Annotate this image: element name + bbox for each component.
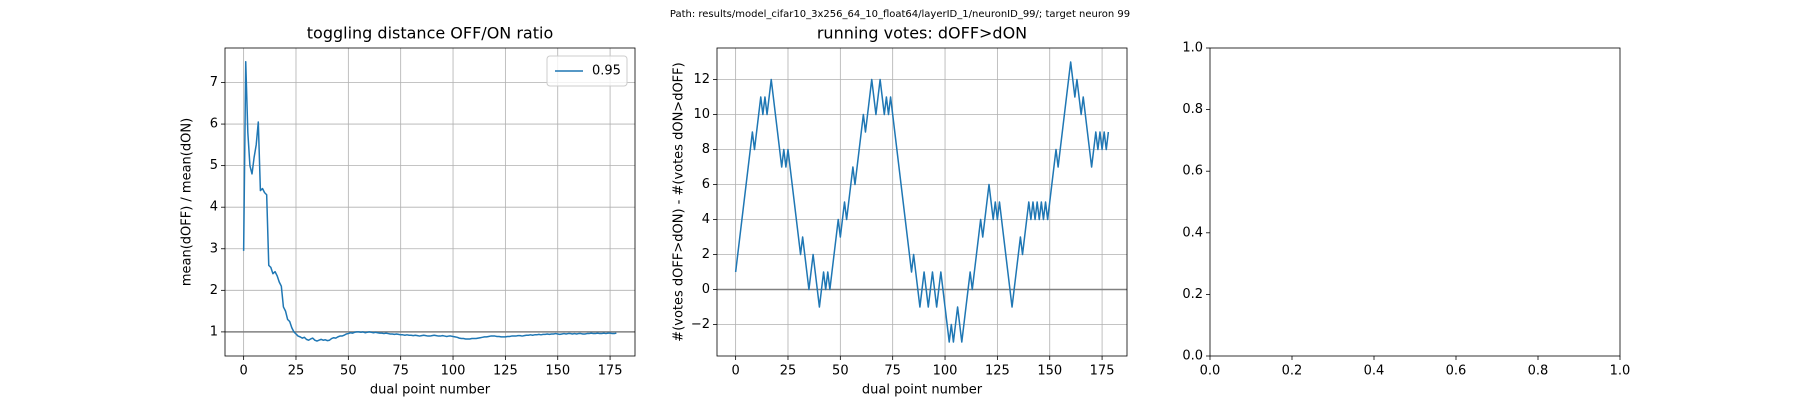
y-tick-label: 4 xyxy=(210,200,218,215)
y-tick-label: 6 xyxy=(210,117,218,132)
y-tick-label: 8 xyxy=(702,142,710,157)
y-tick-label: 0.8 xyxy=(1182,102,1203,117)
x-axis-label: dual point number xyxy=(370,383,491,398)
x-tick-label: 1.0 xyxy=(1610,364,1631,379)
y-tick-label: 1.0 xyxy=(1182,41,1203,56)
y-tick-label: 6 xyxy=(702,177,710,192)
y-tick-label: 0 xyxy=(702,282,710,297)
legend-label: 0.95 xyxy=(592,64,621,79)
data-line xyxy=(734,61,1110,343)
y-tick-label: 7 xyxy=(210,75,218,90)
figure-title: Path: results/model_cifar10_3x256_64_10_… xyxy=(670,9,1130,20)
y-tick-label: 2 xyxy=(702,247,710,262)
y-tick-label: 0.0 xyxy=(1182,349,1203,364)
x-tick-label: 0 xyxy=(239,364,247,379)
x-tick-label: 175 xyxy=(1090,364,1115,379)
x-tick-label: 50 xyxy=(832,364,849,379)
y-tick-label: 4 xyxy=(702,212,710,227)
axes-frame xyxy=(716,47,1128,357)
x-tick-label: 25 xyxy=(288,364,305,379)
y-tick-label: 0.4 xyxy=(1182,225,1203,240)
x-tick-label: 50 xyxy=(340,364,357,379)
x-tick-label: 150 xyxy=(1037,364,1062,379)
x-tick-label: 0.0 xyxy=(1200,364,1221,379)
y-axis-label: #(votes dOFF>dON) - #(votes dON>dOFF) xyxy=(672,62,687,341)
subplot: 0.0 0.2 0.4 0.6 0.8 1.0 0.0 0.2 0.4 0.6 0.8 1.0 xyxy=(1182,41,1630,379)
legend-box xyxy=(546,55,628,87)
x-tick-label: 0.4 xyxy=(1364,364,1385,379)
x-axis-label: dual point number xyxy=(862,383,983,398)
subplot: 0 25 50 75 100 125 150 175 1 2 3 4 5 6 7 toggling dista… xyxy=(180,24,636,398)
y-axis-label: mean(dOFF) / mean(dON) xyxy=(180,118,195,286)
x-tick-label: 75 xyxy=(392,364,409,379)
data-line xyxy=(242,60,617,342)
y-tick-label: 12 xyxy=(693,72,710,87)
axes-frame xyxy=(1209,47,1621,357)
x-tick-label: 100 xyxy=(933,364,958,379)
x-tick-label: 0.8 xyxy=(1528,364,1549,379)
y-tick-label: −2 xyxy=(691,317,710,332)
x-tick-label: 125 xyxy=(493,364,518,379)
y-tick-label: 0.6 xyxy=(1182,164,1203,179)
subplot-title: toggling distance OFF/ON ratio xyxy=(307,24,553,43)
y-tick-label: 10 xyxy=(693,107,710,122)
subplot-title: running votes: dOFF>dON xyxy=(817,24,1027,43)
y-tick-label: 2 xyxy=(210,283,218,298)
y-tick-label: 5 xyxy=(210,158,218,173)
x-tick-label: 0.2 xyxy=(1282,364,1303,379)
subplot: 0 25 50 75 100 125 150 175 −2 0 2 4 6 8 10 12 running vo… xyxy=(672,24,1128,398)
y-tick-label: 1 xyxy=(210,324,218,339)
x-tick-label: 25 xyxy=(780,364,797,379)
y-tick-label: 3 xyxy=(210,241,218,256)
x-tick-label: 125 xyxy=(985,364,1010,379)
axes-frame xyxy=(224,47,636,357)
x-tick-label: 100 xyxy=(441,364,466,379)
x-tick-label: 0.6 xyxy=(1446,364,1467,379)
x-tick-label: 75 xyxy=(884,364,901,379)
x-tick-label: 150 xyxy=(545,364,570,379)
x-tick-label: 0 xyxy=(731,364,739,379)
y-tick-label: 0.2 xyxy=(1182,287,1203,302)
x-tick-label: 175 xyxy=(598,364,623,379)
